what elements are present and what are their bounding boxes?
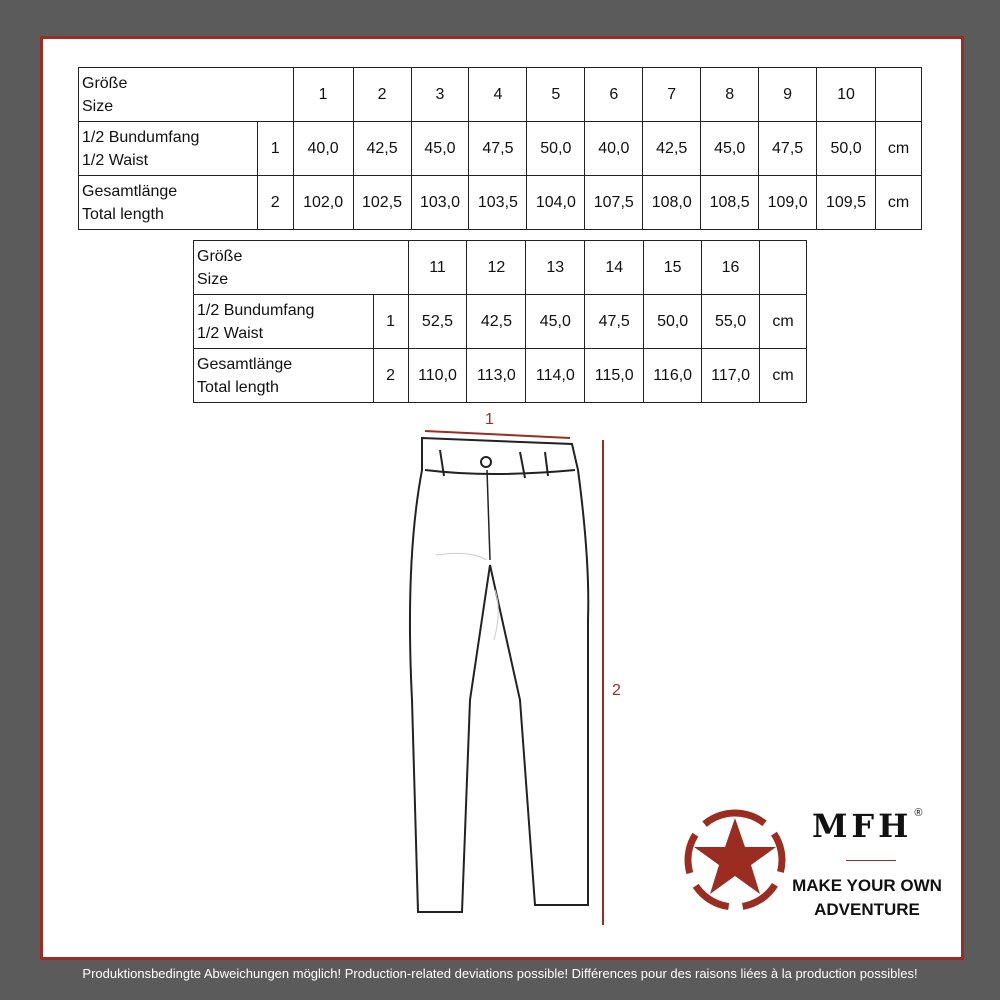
size-header: 2 xyxy=(352,67,412,122)
measurement-value: 45,0 xyxy=(700,121,760,176)
measurement-value: 110,0 xyxy=(407,348,468,403)
measurement-value: 47,5 xyxy=(758,121,818,176)
measurement-value: 102,5 xyxy=(352,175,412,230)
measurement-value: 50,0 xyxy=(816,121,876,176)
unit-cell: cm xyxy=(875,175,922,230)
measurement-value: 42,5 xyxy=(466,294,527,349)
size-label-de: Größe xyxy=(197,247,243,265)
waistband xyxy=(424,469,576,475)
measurement-value: 116,0 xyxy=(643,348,703,403)
measurement-value: 47,5 xyxy=(468,121,528,176)
size-header-row: Größe Size 11 12 13 14 15 16 xyxy=(193,240,807,295)
measurement-row: Gesamtlänge Total length 2 102,0 102,5 103,0 1… xyxy=(78,175,922,230)
measurement-value: 42,5 xyxy=(642,121,702,176)
slogan-line-1: MAKE YOUR OWN xyxy=(792,876,942,895)
measurement-row: Gesamtlänge Total length 2 110,0 113,0 114,0 1… xyxy=(193,348,807,403)
measurement-row: 1/2 Bundumfang 1/2 Waist 1 40,0 42,5 45,0 47,5… xyxy=(78,121,922,176)
size-header: 3 xyxy=(410,67,470,122)
unit-cell: cm xyxy=(759,294,807,349)
size-header: 8 xyxy=(700,67,760,122)
measurement-value: 108,0 xyxy=(642,175,702,230)
size-header: 11 xyxy=(407,240,468,295)
pants-diagram xyxy=(408,430,604,925)
size-label-en: Size xyxy=(82,97,114,115)
measurement-index: 1 xyxy=(256,121,294,176)
measurement-index: 1 xyxy=(372,294,409,349)
measurement-value: 103,0 xyxy=(410,175,470,230)
waist-measure-line xyxy=(424,430,571,439)
measurement-value: 50,0 xyxy=(643,294,703,349)
measurement-value: 103,5 xyxy=(468,175,528,230)
size-header: 13 xyxy=(525,240,586,295)
size-label: Größe Size xyxy=(78,67,294,122)
measurement-row: 1/2 Bundumfang 1/2 Waist 1 52,5 42,5 45,0 47,5… xyxy=(193,294,807,349)
size-header: 1 xyxy=(292,67,354,122)
measurement-value: 102,0 xyxy=(292,175,354,230)
pants-outline xyxy=(408,436,590,913)
size-header: 9 xyxy=(758,67,818,122)
slogan: MAKE YOUR OWN ADVENTURE xyxy=(782,874,952,922)
measurement-value: 109,5 xyxy=(816,175,876,230)
size-header-row: Größe Size 1 2 3 4 5 6 7 8 9 10 xyxy=(78,67,922,122)
footer-disclaimer: Produktionsbedingte Abweichungen möglich… xyxy=(82,966,918,981)
measurement-value: 40,0 xyxy=(584,121,644,176)
measurement-label-de: Gesamtlänge xyxy=(197,355,293,373)
measurement-label-en: 1/2 Waist xyxy=(82,151,149,169)
size-header: 7 xyxy=(642,67,702,122)
measurement-label: 1/2 Bundumfang 1/2 Waist xyxy=(78,121,258,176)
size-label-en: Size xyxy=(197,270,229,288)
size-header: 12 xyxy=(466,240,527,295)
size-header: 10 xyxy=(816,67,876,122)
measurement-value: 108,5 xyxy=(700,175,760,230)
size-header: 4 xyxy=(468,67,528,122)
measurement-label-de: 1/2 Bundumfang xyxy=(197,301,315,319)
measurement-value: 40,0 xyxy=(292,121,354,176)
measurement-value: 50,0 xyxy=(526,121,586,176)
size-label: Größe Size xyxy=(193,240,409,295)
logo-divider xyxy=(846,860,896,861)
measurement-value: 104,0 xyxy=(526,175,586,230)
measurement-value: 52,5 xyxy=(407,294,468,349)
length-marker: 2 xyxy=(612,682,621,699)
star-in-circle-icon xyxy=(684,809,786,911)
measurement-index: 2 xyxy=(256,175,294,230)
unit-header xyxy=(759,240,807,295)
size-header: 5 xyxy=(526,67,586,122)
unit-cell: cm xyxy=(759,348,807,403)
measurement-label-en: 1/2 Waist xyxy=(197,324,264,342)
brand-logo: MFH xyxy=(812,807,913,845)
measurement-index: 2 xyxy=(372,348,409,403)
measurement-label: Gesamtlänge Total length xyxy=(78,175,258,230)
brand-block: MFH ® xyxy=(812,806,922,846)
measurement-label: 1/2 Bundumfang 1/2 Waist xyxy=(193,294,374,349)
measurement-label-de: 1/2 Bundumfang xyxy=(82,128,200,146)
waist-marker: 1 xyxy=(485,411,494,428)
size-header: 16 xyxy=(701,240,761,295)
measurement-value: 114,0 xyxy=(525,348,586,403)
measurement-value: 42,5 xyxy=(352,121,412,176)
measurement-label-en: Total length xyxy=(197,378,279,396)
measurement-label-de: Gesamtlänge xyxy=(82,182,178,200)
size-label-de: Größe xyxy=(82,74,128,92)
measurement-value: 45,0 xyxy=(410,121,470,176)
unit-cell: cm xyxy=(875,121,922,176)
size-header: 6 xyxy=(584,67,644,122)
measurement-value: 47,5 xyxy=(584,294,645,349)
measurement-value: 113,0 xyxy=(466,348,527,403)
size-table-2: Größe Size 11 12 13 14 15 16 1/2 Bundumfang 1/2 W… xyxy=(193,240,807,403)
measurement-value: 109,0 xyxy=(758,175,818,230)
measurement-value: 117,0 xyxy=(701,348,761,403)
slogan-line-2: ADVENTURE xyxy=(814,900,920,919)
size-header: 15 xyxy=(643,240,703,295)
size-table-1: Größe Size 1 2 3 4 5 6 7 8 9 10 1/2 Bundumfang 1/2 Wa… xyxy=(78,67,922,230)
unit-header xyxy=(875,67,922,122)
measurement-value: 55,0 xyxy=(701,294,761,349)
measurement-value: 107,5 xyxy=(584,175,644,230)
measurement-value: 45,0 xyxy=(525,294,586,349)
measurement-value: 115,0 xyxy=(584,348,645,403)
measurement-label-en: Total length xyxy=(82,205,164,223)
registered-mark: ® xyxy=(914,807,923,819)
size-header: 14 xyxy=(584,240,645,295)
measurement-label: Gesamtlänge Total length xyxy=(193,348,374,403)
